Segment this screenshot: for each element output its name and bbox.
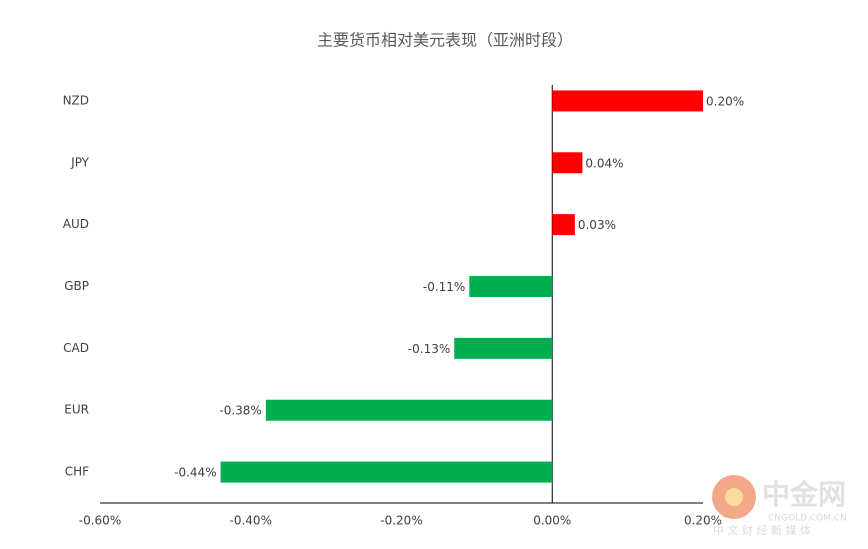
x-tick-label: -0.60%: [79, 514, 121, 528]
x-tick-label: -0.40%: [230, 514, 272, 528]
y-tick-label: JPY: [70, 155, 90, 169]
bar: [469, 276, 553, 297]
y-tick-label: AUD: [63, 217, 89, 231]
value-label: -0.13%: [408, 342, 450, 356]
value-label: 0.03%: [578, 218, 616, 232]
value-label: 0.04%: [585, 156, 623, 170]
bar: [552, 214, 575, 236]
watermark: 中金网 CNGOLD.COM.CN 中 文 财 经 新 媒 体: [712, 475, 847, 537]
watermark-domain: CNGOLD.COM.CN: [768, 514, 847, 524]
watermark-slogan: 中 文 财 经 新 媒 体: [713, 523, 811, 537]
value-label: 0.20%: [706, 94, 744, 108]
y-tick-label: CAD: [63, 341, 89, 355]
bar: [552, 152, 583, 174]
bar: [265, 399, 553, 421]
x-tick-label: 0.20%: [684, 514, 722, 528]
y-tick-label: NZD: [63, 93, 89, 107]
y-tick-label: GBP: [64, 279, 89, 293]
chart-title: 主要货币相对美元表现（亚洲时段）: [317, 31, 573, 50]
bar: [220, 461, 553, 483]
y-tick-label: EUR: [64, 403, 89, 417]
x-tick-label: -0.20%: [380, 514, 422, 528]
value-label: -0.38%: [219, 404, 261, 418]
watermark-brand: 中金网: [762, 478, 846, 511]
bar: [454, 337, 553, 359]
value-label: -0.44%: [174, 466, 216, 480]
logo-icon-inner: [725, 488, 743, 506]
value-label: -0.11%: [423, 280, 465, 294]
bar: [552, 90, 703, 112]
x-tick-label: 0.00%: [533, 514, 571, 528]
y-tick-label: CHF: [65, 465, 89, 479]
